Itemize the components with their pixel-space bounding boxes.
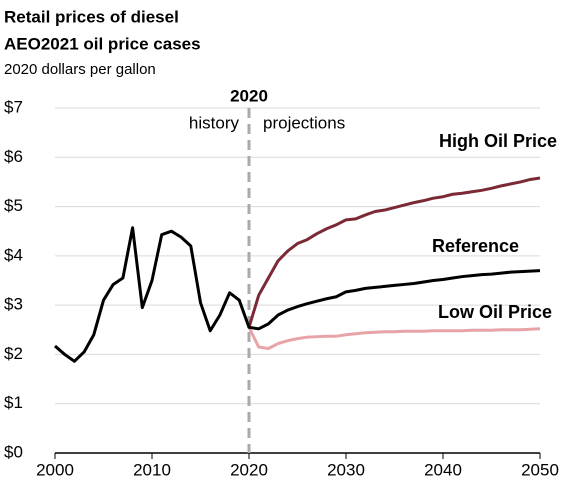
x-tick-label: 2000 bbox=[36, 460, 74, 479]
x-tick-label: 2010 bbox=[133, 460, 171, 479]
y-tick-label: $5 bbox=[4, 196, 23, 215]
x-tick-label: 2050 bbox=[521, 460, 559, 479]
series-label: Reference bbox=[432, 236, 519, 256]
series-label: Low Oil Price bbox=[438, 302, 552, 322]
y-tick-label: $2 bbox=[4, 344, 23, 363]
y-tick-label: $1 bbox=[4, 393, 23, 412]
x-tick-label: 2020 bbox=[230, 460, 268, 479]
series-line bbox=[247, 176, 541, 328]
series-line bbox=[247, 326, 541, 351]
chart-title: Retail prices of diesel bbox=[4, 7, 179, 26]
annotation: history bbox=[189, 113, 240, 132]
y-tick-label: $7 bbox=[4, 97, 23, 116]
y-tick-label: $0 bbox=[4, 442, 23, 461]
annotation: 2020 bbox=[230, 86, 268, 105]
chart-subtitle: AEO2021 oil price cases bbox=[4, 34, 201, 53]
y-tick-label: $3 bbox=[4, 295, 23, 314]
x-tick-label: 2030 bbox=[327, 460, 365, 479]
series-label: High Oil Price bbox=[439, 131, 557, 151]
y-tick-label: $4 bbox=[4, 245, 23, 264]
y-axis-label: 2020 dollars per gallon bbox=[4, 61, 156, 78]
x-tick-label: 2040 bbox=[424, 460, 462, 479]
series-line bbox=[54, 226, 541, 363]
y-tick-label: $6 bbox=[4, 147, 23, 166]
annotation: projections bbox=[263, 113, 345, 132]
